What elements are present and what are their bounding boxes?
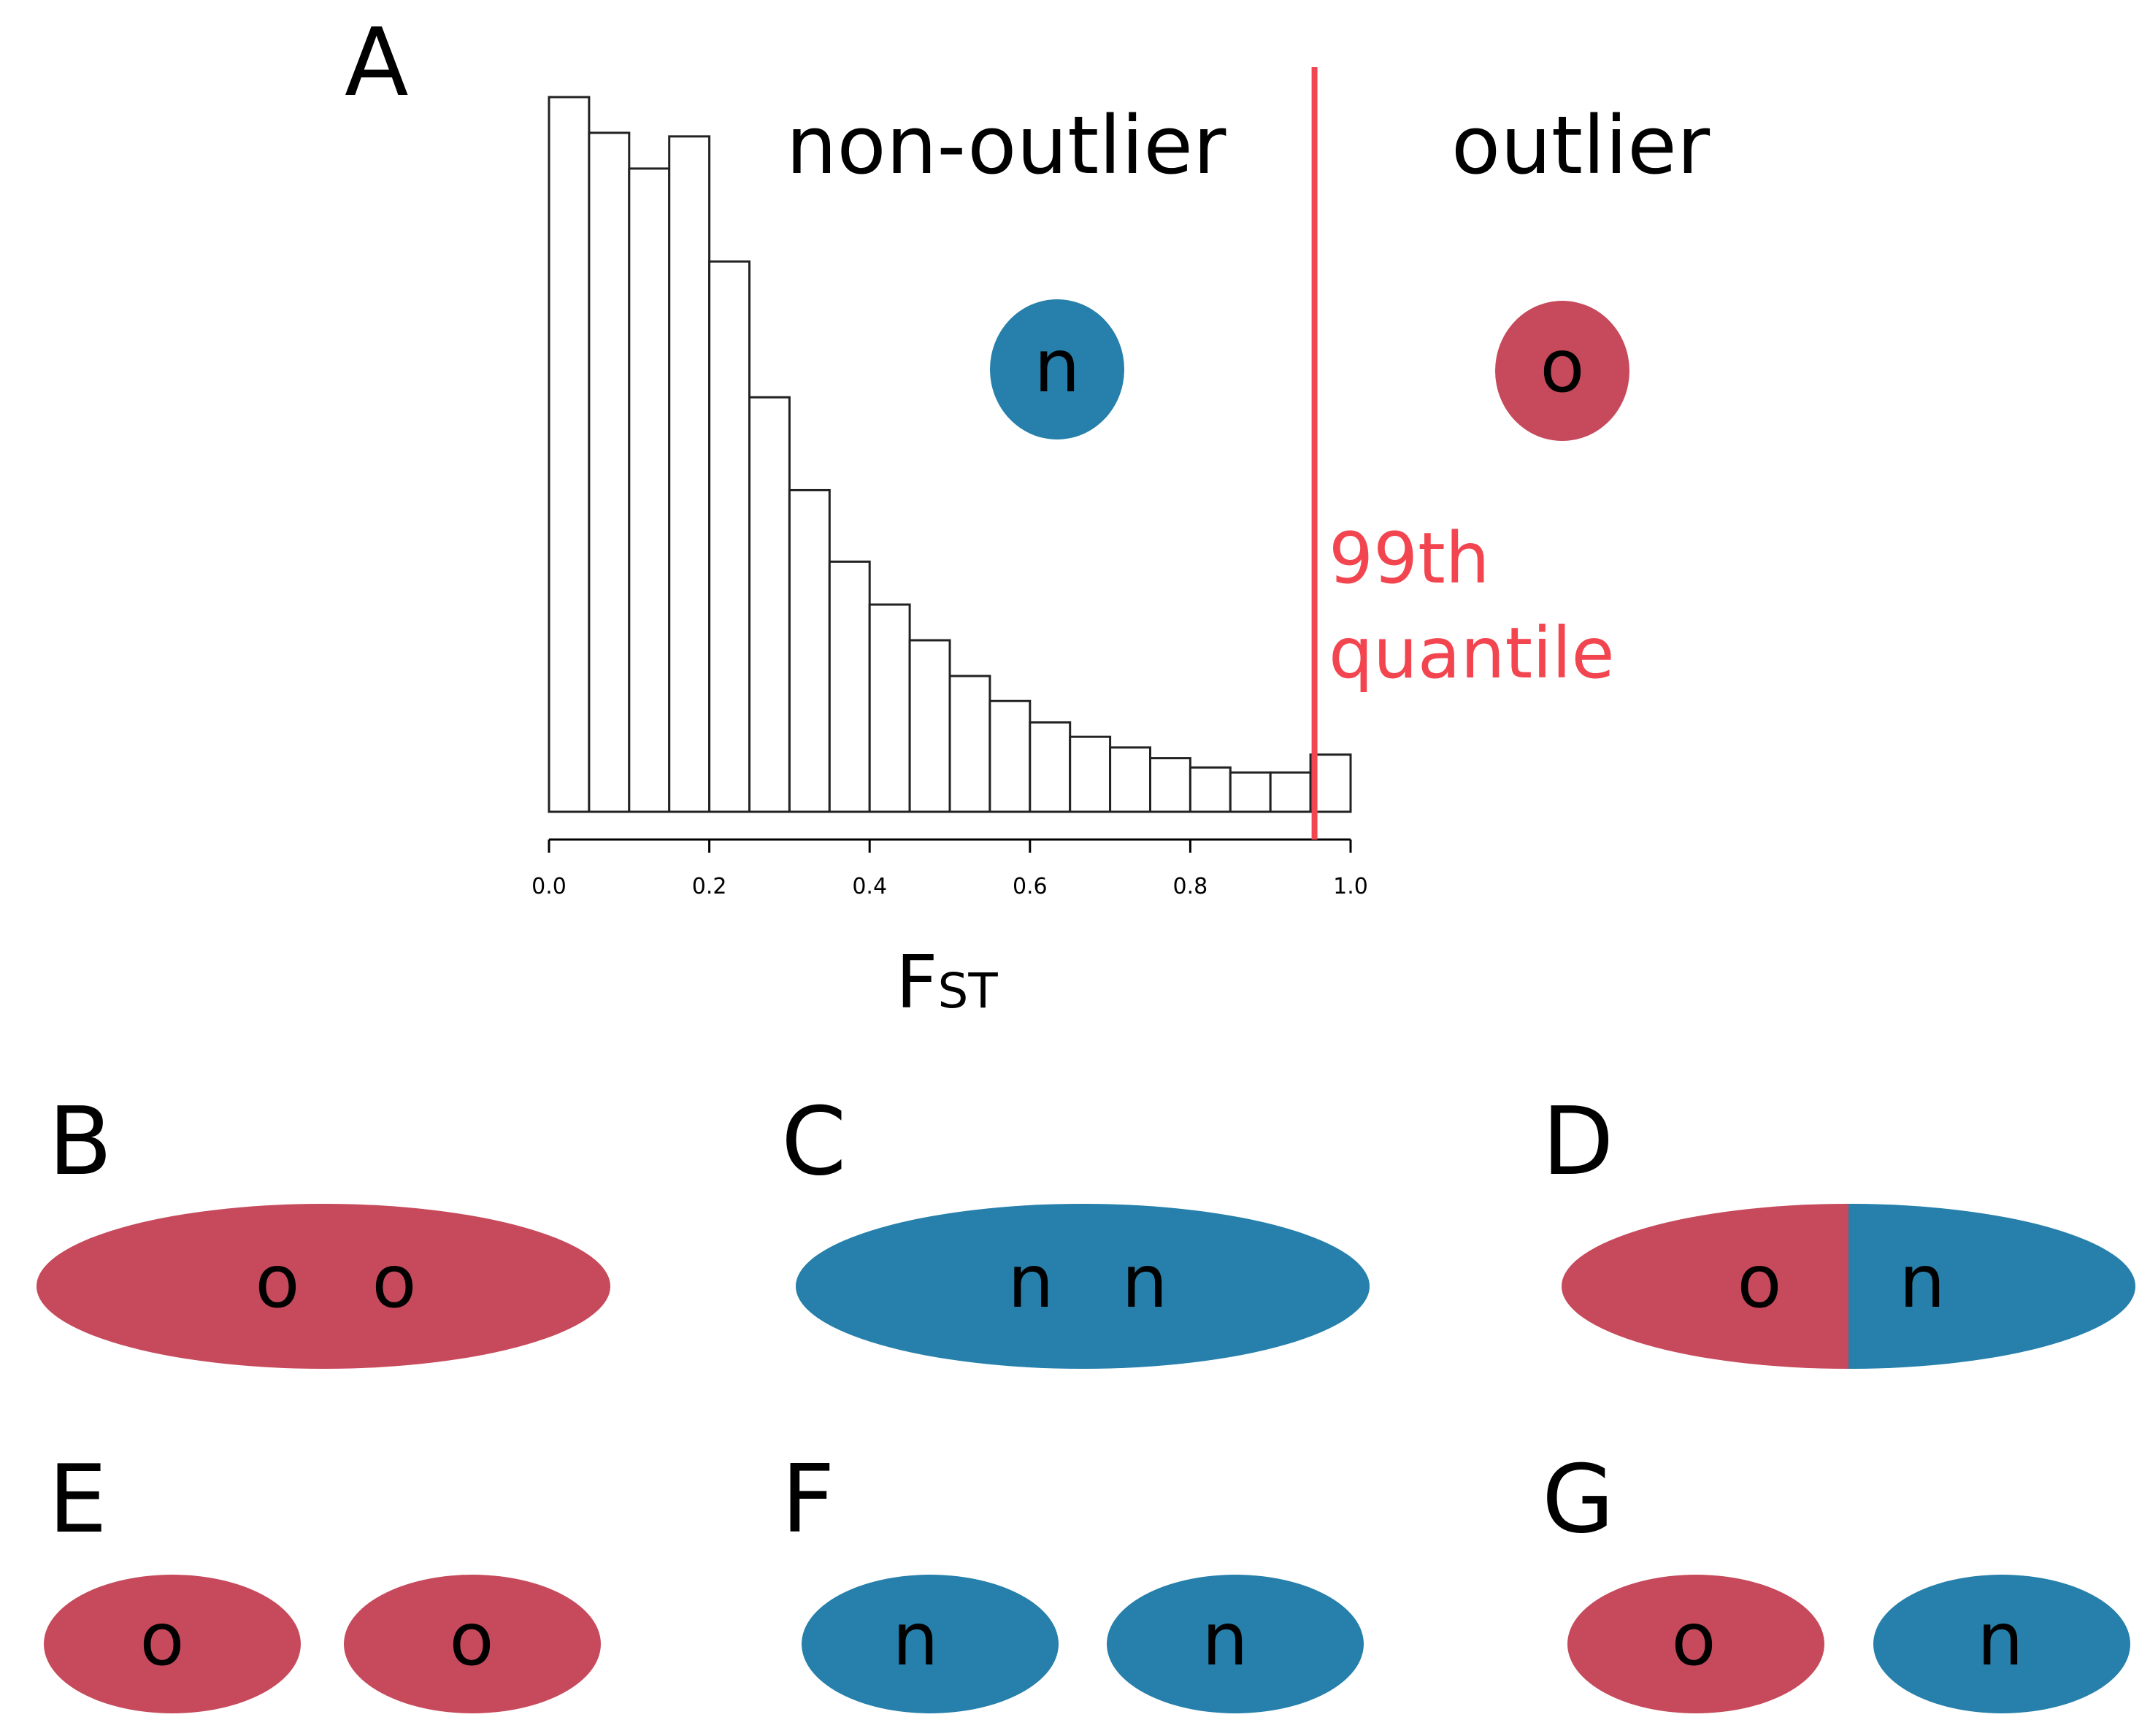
mixed-ellipse-outlier-half: [1562, 1204, 1848, 1369]
histogram-bar: [548, 96, 591, 813]
histogram-bar: [1149, 757, 1191, 813]
non-outlier-ellipse-g: [1873, 1575, 2130, 1713]
outlier-ellipse-g: [1567, 1575, 1824, 1713]
histogram-bar: [588, 131, 631, 813]
histogram-bar: [668, 135, 711, 813]
histogram-bar: [1189, 766, 1232, 813]
panel-g-glyph-right: n: [1977, 1597, 2023, 1682]
panel-g-letter: G: [1542, 1445, 1614, 1554]
histogram-bar: [908, 639, 951, 813]
x-axis-ticks: 0.0 0.2 0.4 0.6 0.8 1.0: [531, 840, 1368, 899]
histogram-bar: [948, 675, 991, 813]
histogram-bars: [548, 96, 1352, 813]
outlier-label: outlier: [1451, 99, 1711, 192]
panel-e: E o o: [44, 1445, 601, 1713]
non-outlier-glyph: n: [1034, 323, 1080, 409]
histogram-bar: [788, 488, 831, 813]
panel-c-glyph-right: n: [1121, 1239, 1167, 1324]
panel-f-glyph-left: n: [892, 1597, 938, 1682]
outlier-ellipse-right: [344, 1575, 601, 1713]
non-outlier-ellipse-left: [802, 1575, 1059, 1713]
histogram-bar: [828, 560, 871, 813]
panel-d-glyph-right: n: [1899, 1239, 1945, 1324]
merged-outlier-ellipse: [37, 1204, 610, 1369]
outlier-glyph: o: [1540, 323, 1584, 409]
panel-f-letter: F: [781, 1445, 835, 1554]
outlier-ellipse-left: [44, 1575, 301, 1713]
non-outlier-ellipse-right: [1107, 1575, 1364, 1713]
threshold-label-line1: 99th: [1329, 518, 1490, 599]
mixed-ellipse-non-outlier-half: [1848, 1204, 2135, 1369]
panel-c: C n n: [781, 1088, 1370, 1369]
panel-a-letter: A: [345, 9, 409, 118]
x-tick-label: 0.4: [852, 874, 887, 899]
merged-non-outlier-ellipse: [796, 1204, 1370, 1369]
panel-e-letter: E: [48, 1445, 107, 1554]
histogram-bar: [1229, 771, 1272, 813]
panel-a: A 0.0 0.2 0.4 0.6 0.8 1.0 FST non-outlier out…: [345, 9, 1711, 1025]
panel-e-glyph-left: o: [139, 1597, 184, 1682]
histogram-bar: [628, 167, 671, 813]
outlier-circle: [1495, 301, 1629, 441]
panel-g: G o n: [1542, 1445, 2130, 1713]
panel-f-glyph-right: n: [1202, 1597, 1248, 1682]
panel-e-glyph-right: o: [449, 1597, 494, 1682]
non-outlier-label: non-outlier: [786, 99, 1226, 192]
panel-b-letter: B: [48, 1088, 112, 1197]
panel-d-letter: D: [1542, 1088, 1614, 1197]
x-tick-label: 1.0: [1333, 874, 1368, 899]
x-tick-label: 0.2: [692, 874, 727, 899]
histogram-bar: [1109, 746, 1151, 813]
panel-d: D o n: [1542, 1088, 2135, 1369]
panel-f: F n n: [781, 1445, 1364, 1713]
histogram-bar: [1069, 735, 1112, 813]
x-tick-label: 0.8: [1173, 874, 1208, 899]
x-tick-label: 0.0: [531, 874, 567, 899]
x-axis-label: FST: [896, 940, 998, 1025]
histogram-bar: [988, 699, 1032, 813]
panel-b-glyph-left: o: [255, 1239, 299, 1324]
panel-c-letter: C: [781, 1088, 846, 1197]
non-outlier-circle: [990, 299, 1124, 439]
mixed-ellipse: [1562, 1204, 2135, 1369]
histogram-bar: [1029, 721, 1072, 813]
panel-c-glyph-left: n: [1007, 1239, 1053, 1324]
histogram-bar: [708, 260, 750, 813]
histogram-bar: [1269, 771, 1312, 813]
histogram-bar: [868, 603, 911, 813]
panel-b: B o o: [37, 1088, 610, 1369]
threshold-label-line2: quantile: [1329, 612, 1615, 694]
panel-g-glyph-left: o: [1671, 1597, 1716, 1682]
x-tick-label: 0.6: [1013, 874, 1048, 899]
panel-d-glyph-left: o: [1737, 1239, 1781, 1324]
histogram-bar: [748, 396, 791, 813]
panel-b-glyph-right: o: [372, 1239, 416, 1324]
